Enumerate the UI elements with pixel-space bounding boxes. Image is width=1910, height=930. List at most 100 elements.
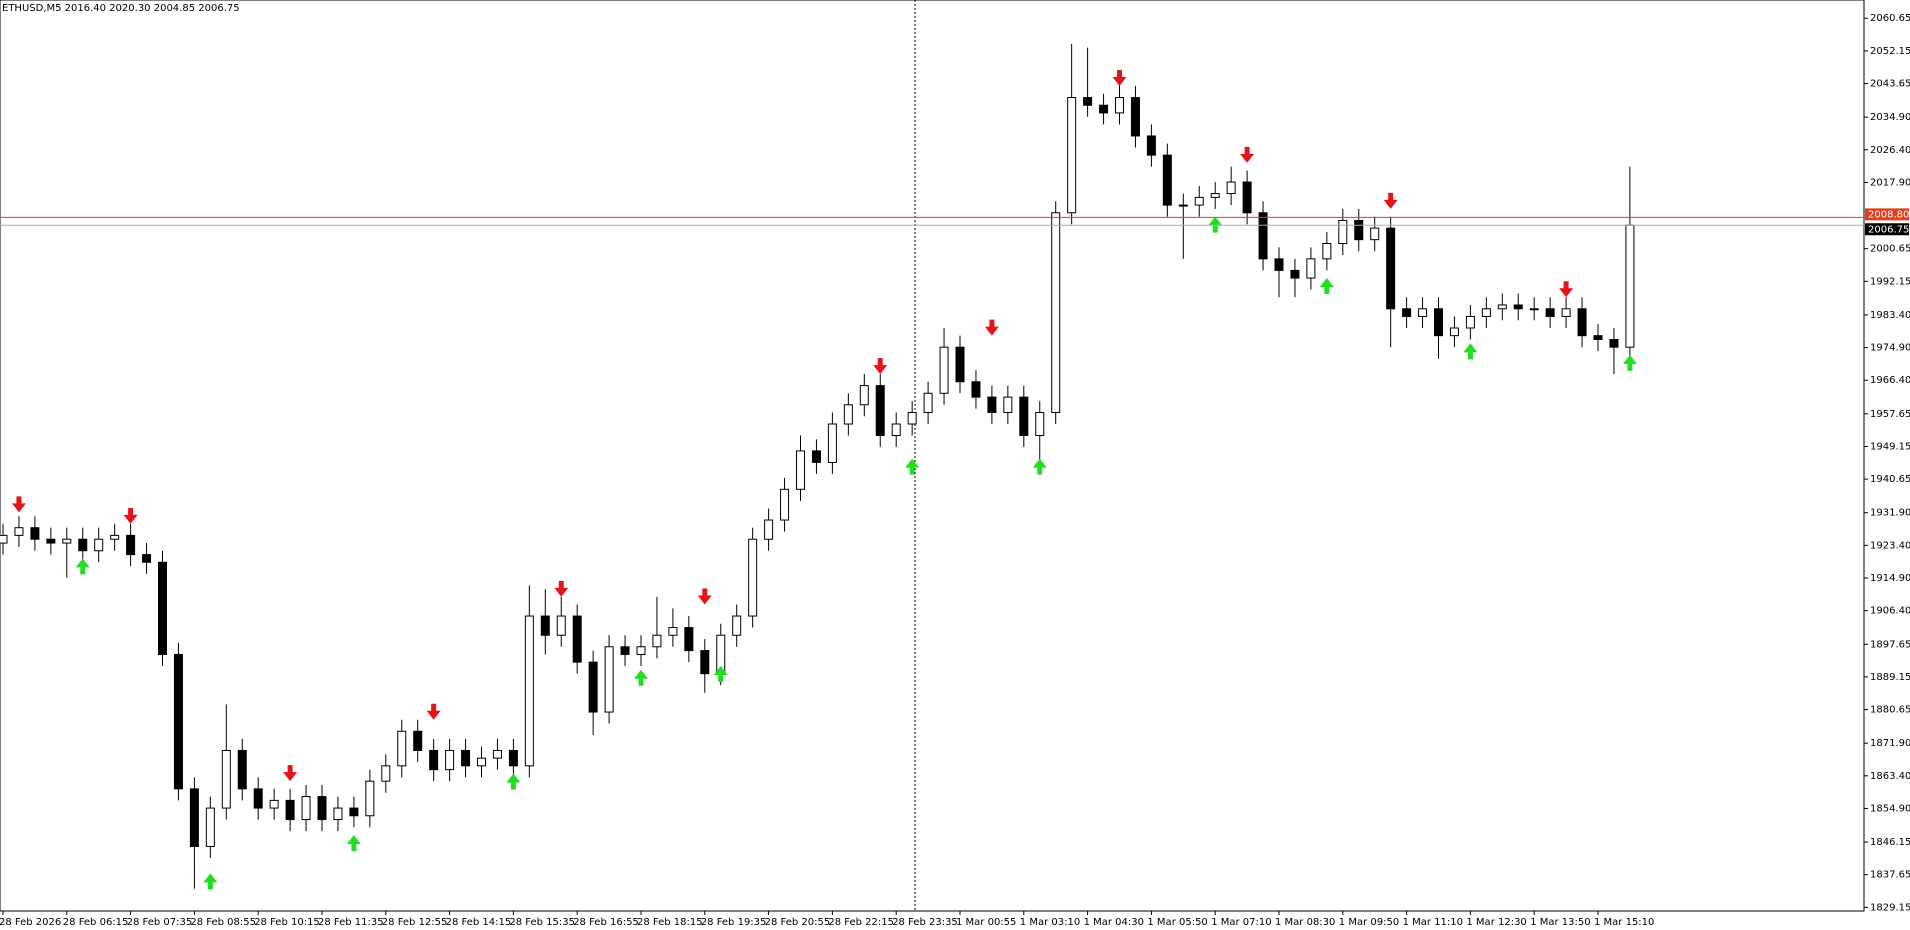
candle-body bbox=[62, 538, 72, 544]
candle-body bbox=[94, 538, 104, 552]
x-tick-label: 28 Feb 20:55 bbox=[765, 917, 831, 928]
buy-arrow bbox=[1319, 278, 1334, 295]
buy-arrow bbox=[1622, 354, 1637, 371]
y-tick-label: 1957.65 bbox=[1870, 409, 1910, 420]
candle-body bbox=[269, 799, 279, 809]
candle-body bbox=[445, 749, 455, 771]
candle-body bbox=[110, 534, 120, 540]
sell-arrow bbox=[1240, 146, 1255, 163]
x-tick-label: 1 Mar 11:10 bbox=[1403, 917, 1463, 928]
candle-body bbox=[796, 450, 805, 490]
x-tick-label: 28 Feb 2026 bbox=[0, 917, 61, 928]
candle-body bbox=[1338, 219, 1348, 244]
sell-arrow bbox=[1112, 70, 1127, 87]
buy-arrow bbox=[1032, 458, 1047, 475]
buy-arrow bbox=[75, 558, 90, 575]
sell-arrow bbox=[426, 703, 441, 720]
candle-body bbox=[652, 634, 662, 648]
buy-arrow bbox=[634, 669, 648, 686]
candle-body bbox=[1115, 97, 1124, 114]
sell-arrow bbox=[554, 580, 569, 597]
x-tick-label: 28 Feb 15:35 bbox=[509, 917, 575, 928]
candle-body bbox=[987, 396, 997, 413]
x-tick-label: 28 Feb 16:55 bbox=[573, 917, 639, 928]
candle-body bbox=[46, 538, 56, 544]
candle-body bbox=[173, 653, 183, 790]
candle-body bbox=[1609, 339, 1619, 348]
candle-body bbox=[1497, 304, 1507, 310]
candle-body bbox=[1434, 308, 1443, 337]
buy-arrow bbox=[506, 773, 521, 790]
candle-body bbox=[349, 807, 359, 817]
y-tick-label: 1837.65 bbox=[1870, 870, 1910, 881]
x-tick-label: 28 Feb 07:35 bbox=[127, 917, 193, 928]
y-tick-label: 2052.15 bbox=[1870, 46, 1910, 57]
x-tick-label: 1 Mar 12:30 bbox=[1466, 917, 1526, 928]
candle-body bbox=[1290, 269, 1300, 279]
candle-body bbox=[205, 807, 215, 847]
sell-arrow bbox=[11, 496, 26, 513]
candle-body bbox=[492, 749, 502, 759]
candle-body bbox=[1003, 396, 1013, 413]
x-tick-label: 1 Mar 00:55 bbox=[956, 917, 1016, 928]
candle-body bbox=[1051, 212, 1061, 413]
sell-arrow bbox=[697, 588, 712, 605]
buy-arrow bbox=[1208, 216, 1223, 233]
y-tick-label: 1871.90 bbox=[1870, 738, 1910, 749]
candle-body bbox=[556, 615, 566, 636]
candle-body bbox=[285, 799, 295, 821]
x-tick-label: 1 Mar 13:50 bbox=[1530, 917, 1590, 928]
candle-body bbox=[971, 381, 981, 398]
price-label-box bbox=[1865, 208, 1909, 221]
x-tick-label: 28 Feb 22:15 bbox=[828, 917, 894, 928]
x-tick-label: 28 Feb 06:15 bbox=[63, 917, 129, 928]
y-tick-label: 1889.15 bbox=[1870, 672, 1910, 683]
candle-body bbox=[317, 796, 327, 821]
candle-body bbox=[1370, 227, 1380, 241]
chart-title: ETHUSD,M5 2016.40 2020.30 2004.85 2006.7… bbox=[2, 3, 240, 14]
candle-body bbox=[636, 646, 646, 655]
y-tick-label: 2043.65 bbox=[1870, 79, 1910, 90]
x-tick-label: 28 Feb 08:55 bbox=[190, 917, 256, 928]
candle-body bbox=[572, 615, 582, 663]
candle-body bbox=[524, 615, 534, 767]
y-tick-label: 1829.15 bbox=[1870, 902, 1910, 913]
candle-body bbox=[397, 730, 407, 767]
candle-body bbox=[1386, 227, 1396, 310]
sell-arrow bbox=[873, 358, 888, 375]
candle-body bbox=[780, 488, 790, 521]
x-tick-label: 1 Mar 07:10 bbox=[1211, 917, 1271, 928]
y-tick-label: 2000.65 bbox=[1870, 244, 1910, 255]
candle-body bbox=[1465, 315, 1475, 329]
y-tick-label: 2060.65 bbox=[1870, 13, 1910, 24]
candle-body bbox=[1019, 396, 1029, 437]
candle-body bbox=[1593, 335, 1603, 341]
candle-body bbox=[827, 423, 837, 463]
buy-arrow bbox=[1463, 343, 1478, 360]
candle-body bbox=[0, 534, 8, 544]
y-tick-label: 2026.40 bbox=[1870, 145, 1910, 156]
x-tick-label: 1 Mar 09:50 bbox=[1339, 917, 1399, 928]
y-tick-label: 1863.40 bbox=[1870, 771, 1910, 782]
candle-body bbox=[1146, 135, 1156, 156]
x-tick-label: 28 Feb 10:15 bbox=[254, 917, 320, 928]
candle-body bbox=[1354, 219, 1364, 241]
candle-body bbox=[907, 411, 917, 425]
candle-body bbox=[1274, 258, 1284, 271]
buy-arrow bbox=[713, 665, 728, 682]
candle-body bbox=[1577, 308, 1587, 337]
candle-body bbox=[620, 646, 630, 655]
candle-body bbox=[381, 765, 391, 782]
candle-body bbox=[78, 538, 88, 552]
x-tick-label: 1 Mar 08:30 bbox=[1275, 917, 1335, 928]
x-tick-label: 28 Feb 19:35 bbox=[701, 917, 767, 928]
candle-body bbox=[237, 749, 247, 790]
y-tick-label: 1931.90 bbox=[1870, 508, 1910, 519]
price-label: 2006.75 bbox=[1868, 224, 1909, 235]
x-tick-label: 1 Mar 03:10 bbox=[1020, 917, 1080, 928]
y-tick-label: 1983.40 bbox=[1870, 310, 1910, 321]
candle-body bbox=[1625, 224, 1635, 348]
candle-body bbox=[923, 392, 933, 413]
y-tick-label: 1940.65 bbox=[1870, 474, 1910, 485]
candle-body bbox=[14, 527, 24, 536]
